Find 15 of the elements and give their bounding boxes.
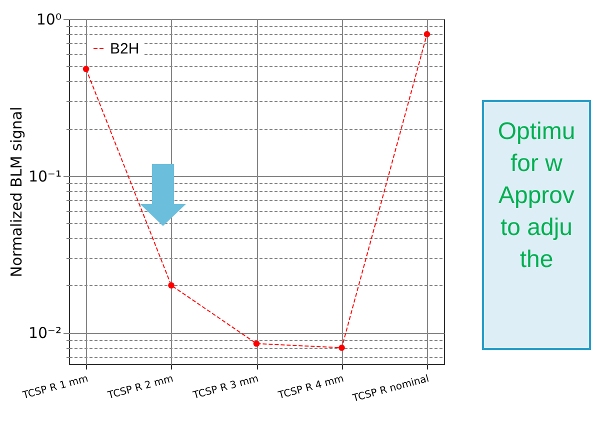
note-box: Optimu for w Approv to adju the <box>482 100 591 350</box>
point <box>82 66 90 72</box>
y-axis-title: Normalized BLM signal <box>7 106 26 278</box>
y-tick-label: 10⁻² <box>28 324 62 342</box>
y-tick-label: 10⁰ <box>36 10 62 28</box>
y-tick-label: 10⁻¹ <box>28 167 62 186</box>
point <box>168 282 174 289</box>
point <box>424 31 430 38</box>
x-tick-label: TCSP R 2 mm <box>106 374 175 402</box>
point <box>338 344 345 351</box>
legend-label: B2H <box>110 40 140 58</box>
x-tick-label: TCSP R 3 mm <box>191 374 260 402</box>
x-tick-label: TCSP R 4 mm <box>276 374 346 402</box>
point <box>253 340 260 347</box>
x-tick-label: TCSP R 1 mm <box>20 374 90 402</box>
